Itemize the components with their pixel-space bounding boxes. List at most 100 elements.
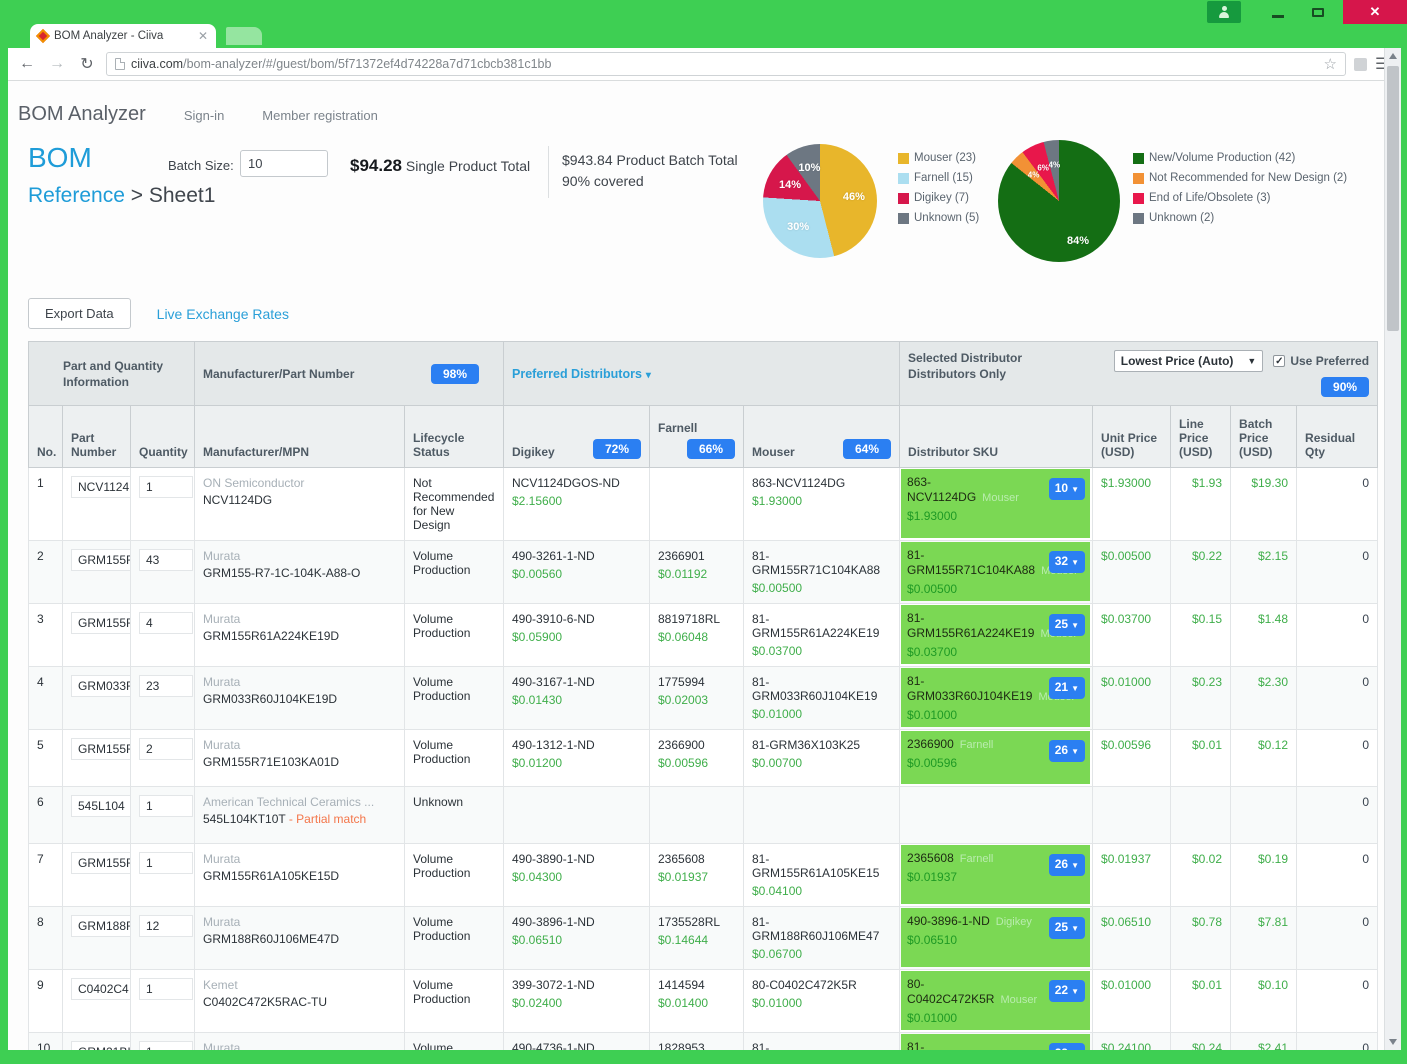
quantity-cell: 1 <box>130 786 195 844</box>
scroll-down-icon[interactable] <box>1389 1039 1397 1045</box>
price-mode-dropdown[interactable]: Lowest Price (Auto) ▼ <box>1113 350 1264 372</box>
digikey-cell: 490-1312-1-ND $0.01200 <box>503 729 650 787</box>
selected-sku: 2365608 <box>907 851 954 865</box>
quantity-field[interactable]: 1 <box>139 852 193 874</box>
vertical-scrollbar[interactable] <box>1384 48 1401 1050</box>
manufacturer-part-number: 545L104KT10T - Partial match <box>203 812 367 826</box>
distributor-price: $0.05900 <box>512 630 563 644</box>
chevron-down-icon: ▼ <box>1071 924 1080 933</box>
farnell-cell <box>649 467 744 541</box>
residual-qty: 0 <box>1296 729 1379 787</box>
selected-qty-dropdown[interactable]: 21 ▼ <box>1048 677 1086 699</box>
selected-distributor-cell[interactable]: 2366900 Farnell 26 ▼ $0.00596 <box>901 731 1091 784</box>
batch-price: $2.41 <box>1230 1032 1298 1050</box>
part-number-field[interactable]: C0402C4 <box>71 978 130 1000</box>
nav-link-sign-in[interactable]: Sign-in <box>183 108 225 123</box>
use-preferred-checkbox[interactable]: ✓ Use Preferred <box>1273 354 1370 368</box>
scroll-up-icon[interactable] <box>1389 53 1397 59</box>
legend-swatch-icon <box>898 172 909 184</box>
batch-size-label: Batch Size: <box>168 158 234 173</box>
col-residual-qty: Residual Qty <box>1296 405 1379 468</box>
row-index: 7 <box>28 843 63 907</box>
selected-qty-dropdown[interactable]: 32 ▼ <box>1048 551 1086 573</box>
quantity-field[interactable]: 1 <box>139 1041 193 1050</box>
selected-distributor-cell[interactable]: 2365608 Farnell 26 ▼ $0.01937 <box>901 845 1091 904</box>
quantity-field[interactable]: 4 <box>139 612 193 634</box>
selected-qty-dropdown[interactable]: 10 ▼ <box>1048 478 1086 500</box>
batch-price <box>1230 786 1298 844</box>
table-row: 2 GRM155F 43 Murata GRM155-R7-1C-104K-A88-O V… <box>28 540 1379 604</box>
browser-action-icon[interactable] <box>1354 57 1367 71</box>
part-number-field[interactable]: GRM155F <box>71 738 130 760</box>
pie-slice-label: 10% <box>798 162 821 175</box>
selected-distributor-cell[interactable]: 863-NCV1124DG Mouser 10 ▼ $1.93000 <box>901 469 1091 538</box>
group-preferred-distributors[interactable]: Preferred Distributors ▾ <box>502 341 901 406</box>
quantity-field[interactable]: 43 <box>139 549 193 571</box>
batch-size-input[interactable] <box>240 150 328 177</box>
distributor-sku: NCV1124DGOS-ND <box>512 476 620 490</box>
minimize-button[interactable] <box>1263 1 1293 23</box>
selected-distributor-cell[interactable]: 80-C0402C472K5R Mouser 22 ▼ $0.01000 <box>901 971 1091 1030</box>
selected-qty-dropdown[interactable]: 26 ▼ <box>1048 740 1086 762</box>
part-number-field[interactable]: GRM155F <box>71 852 130 874</box>
mouser-cell: 81-GRM155R61A224KE19 $0.03700 <box>742 603 901 667</box>
quantity-field[interactable]: 1 <box>139 795 193 817</box>
selected-qty-dropdown[interactable]: 25 ▼ <box>1048 917 1086 939</box>
part-number-field[interactable]: GRM21BI <box>71 1041 130 1050</box>
part-number-field[interactable]: GRM033F <box>71 675 130 697</box>
url-bar[interactable]: ciiva.com/bom-analyzer/#/guest/bom/5f713… <box>106 52 1346 76</box>
table-row: 8 GRM188F 12 Murata GRM188R60J106ME47D Volume… <box>28 906 1379 970</box>
selected-qty-dropdown[interactable]: 25 ▼ <box>1048 614 1086 636</box>
selected-qty-dropdown[interactable]: 29▼ <box>1048 1043 1086 1050</box>
manufacturer-mpn-cell: Kemet C0402C472K5RAC-TU <box>194 969 405 1033</box>
part-number-field[interactable]: GRM155F <box>71 549 130 571</box>
distributor-sku: 2365608 <box>658 852 705 866</box>
selected-source-label: Farnell <box>959 853 994 865</box>
legend-item: Digikey (7) <box>898 188 979 208</box>
selected-sku: 80-C0402C472K5R <box>907 977 995 1006</box>
selected-qty-dropdown[interactable]: 22 ▼ <box>1048 980 1086 1002</box>
distributor-price: $0.03700 <box>752 644 803 658</box>
distributor-sku: 490-1312-1-ND <box>512 738 595 752</box>
back-button[interactable]: ← <box>19 55 35 72</box>
selected-distributor-cell[interactable]: 81-GRM033R60J104KE19Mouser21▼$0.01000 <box>901 668 1091 727</box>
part-number-field[interactable]: 545L104 <box>71 795 130 817</box>
selected-distributor-cell[interactable]: 490-3896-1-ND Digikey 25 ▼ $0.06510 <box>901 908 1091 967</box>
part-number-field[interactable]: GRM188F <box>71 915 130 937</box>
pie-slice-label: 6% <box>1037 163 1049 173</box>
close-button[interactable]: ✕ <box>1343 0 1407 24</box>
residual-qty: 0 <box>1296 906 1379 970</box>
forward-button[interactable]: → <box>49 55 65 72</box>
new-tab-button[interactable] <box>226 27 262 45</box>
selected-qty-dropdown[interactable]: 26 ▼ <box>1048 854 1086 876</box>
live-exchange-rates-link[interactable]: Live Exchange Rates <box>156 305 289 322</box>
distributor-sku: 81-GRM155R61A105KE15 <box>752 852 880 880</box>
profile-button[interactable] <box>1207 1 1241 23</box>
residual-qty: 0 <box>1296 1032 1379 1050</box>
selected-distributor-cell[interactable]: 81-GRM21BR71H105KA2LMouser29▼$0.24100 <box>901 1034 1091 1050</box>
selected-distributor-cell[interactable]: 81-GRM155R71C104KA88Mouser32▼$0.00500 <box>901 542 1091 601</box>
breadcrumb-reference-link[interactable]: Reference <box>28 184 125 207</box>
maximize-button[interactable] <box>1303 1 1333 23</box>
bom-header: BOM Reference > Sheet1 Batch Size: $94.2… <box>8 140 1401 290</box>
bookmark-star-icon[interactable]: ☆ <box>1323 56 1337 73</box>
quantity-field[interactable]: 2 <box>139 738 193 760</box>
selected-distributor-cell[interactable]: 81-GRM155R61A224KE19Mouser25▼$0.03700 <box>901 605 1091 664</box>
actions-row: Export Data Live Exchange Rates <box>8 290 1401 341</box>
nav-link-member-registration[interactable]: Member registration <box>262 108 378 123</box>
part-number-field[interactable]: NCV1124 <box>71 476 130 498</box>
browser-tab[interactable]: BOM Analyzer - Ciiva ✕ <box>30 24 216 48</box>
quantity-field[interactable]: 1 <box>139 978 193 1000</box>
quantity-field[interactable]: 23 <box>139 675 193 697</box>
quantity-cell: 12 <box>130 906 195 970</box>
quantity-field[interactable]: 1 <box>139 476 193 498</box>
selected-source-label: Mouser <box>982 492 1019 504</box>
part-number-field[interactable]: GRM155F <box>71 612 130 634</box>
manufacturer-name: Murata <box>203 738 241 752</box>
scrollbar-thumb[interactable] <box>1387 66 1399 331</box>
reload-button[interactable]: ↻ <box>80 56 94 73</box>
quantity-field[interactable]: 12 <box>139 915 193 937</box>
legend-item: Mouser (23) <box>898 148 979 168</box>
export-data-button[interactable]: Export Data <box>28 298 131 329</box>
tab-close-icon[interactable]: ✕ <box>197 29 208 43</box>
